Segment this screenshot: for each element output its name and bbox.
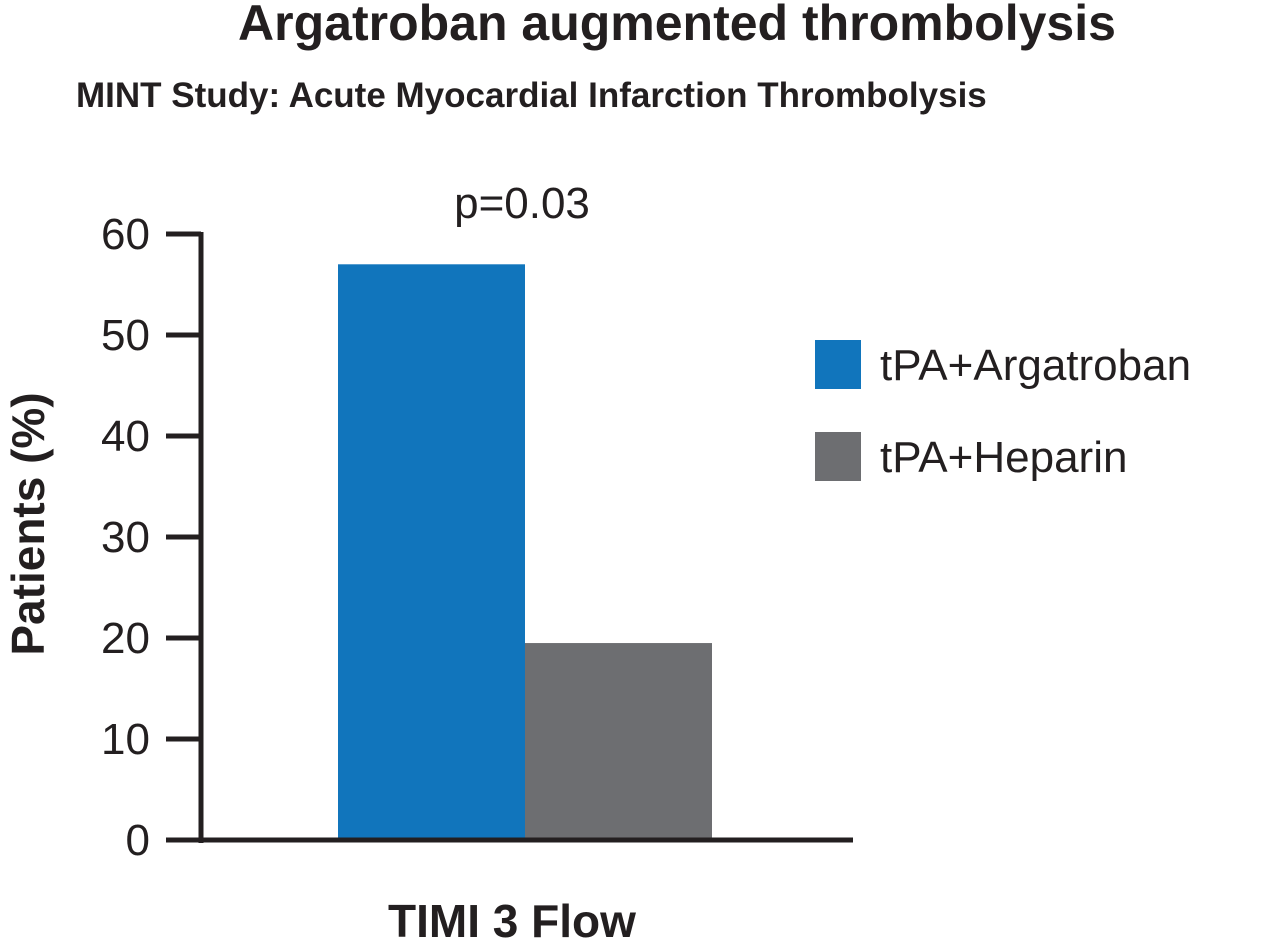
y-tick-label: 50: [101, 311, 150, 360]
bar-tpa-heparin: [525, 643, 712, 840]
chart-title: Argatroban augmented thrombolysis: [238, 0, 1116, 51]
legend-label: tPA+Heparin: [880, 433, 1127, 482]
chart-subtitle: MINT Study: Acute Myocardial Infarction …: [76, 76, 987, 115]
y-tick-label: 30: [101, 513, 150, 562]
y-tick-label: 60: [101, 210, 150, 259]
legend: tPA+Argatroban tPA+Heparin: [815, 340, 1191, 482]
y-tick-label: 10: [101, 715, 150, 764]
legend-swatch: [815, 432, 861, 481]
bar-tpa-argatroban: [338, 264, 525, 840]
y-tick-label: 0: [126, 816, 150, 865]
p-value-annotation: p=0.03: [454, 179, 590, 228]
y-axis-label: Patients (%): [2, 392, 54, 655]
x-axis-label: TIMI 3 Flow: [388, 895, 636, 942]
y-tick-label: 20: [101, 614, 150, 663]
legend-swatch: [815, 340, 861, 389]
legend-label: tPA+Argatroban: [880, 341, 1191, 390]
y-tick-label: 40: [101, 412, 150, 461]
